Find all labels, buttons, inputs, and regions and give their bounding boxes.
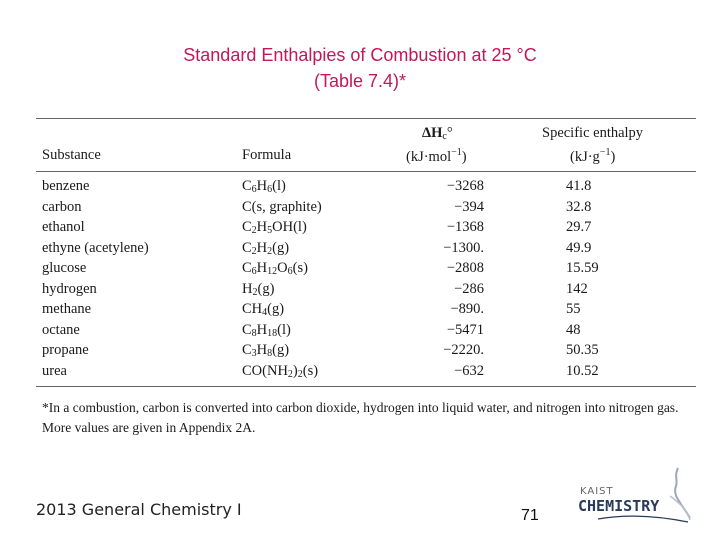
flask-swirl-icon [597,467,691,523]
header-specific-enthalpy: Specific enthalpy [542,125,644,141]
header-dh-symbol: ΔHc° [422,125,453,142]
cell-enthalpy-molar: −1300. [443,239,484,256]
cell-formula: CH4(g) [242,301,285,318]
table-header-rule [36,171,696,172]
table-top-rule [36,118,696,119]
table-footnote: *In a combustion, carbon is converted in… [42,400,679,435]
cell-formula: C(s, graphite) [242,198,322,215]
cell-substance: ethanol [42,219,85,235]
cell-substance: hydrogen [42,280,97,297]
kaist-chemistry-logo: KAIST CHEMISTRY [578,466,698,526]
logo-chemistry-text: CHEMISTRY [578,497,660,515]
slide-title: Standard Enthalpies of Combustion at 25 … [0,42,720,94]
page-number: 71 [521,507,539,524]
cell-formula: C6H6(l) [242,178,286,195]
cell-enthalpy-molar: −632 [454,362,484,379]
cell-enthalpy-molar: −2220. [443,342,484,358]
table-body: benzene C6H6(l) −3268 41.8 carbon C(s, graphi… [36,174,696,386]
cell-enthalpy-molar: −2808 [446,260,484,276]
table-row: carbon C(s, graphite) −394 32.8 [36,199,696,219]
cell-specific-enthalpy: 29.7 [566,219,592,235]
cell-specific-enthalpy: 50.35 [566,342,599,358]
table-row: urea CO(NH2)2(s) −632 10.52 [36,363,696,383]
table-row: methane CH4(g) −890. 55 [36,301,696,321]
enthalpy-table: Substance Formula ΔHc° (kJ·mol−1) Specif… [36,118,696,387]
logo-kaist-text: KAIST [580,486,614,497]
cell-enthalpy-molar: −3268 [446,178,484,194]
cell-substance: octane [42,321,80,338]
table-row: glucose C6H12O6(s) −2808 15.59 [36,260,696,280]
cell-formula: CO(NH2)2(s) [242,362,319,380]
cell-enthalpy-molar: −890. [450,301,484,317]
cell-substance: glucose [42,260,87,276]
table-row: ethanol C2H5OH(l) −1368 29.7 [36,219,696,239]
cell-specific-enthalpy: 48 [566,321,581,338]
table-row: octane C8H18(l) −5471 48 [36,322,696,342]
cell-enthalpy-molar: −1368 [446,219,484,235]
cell-formula: C6H12O6(s) [242,260,308,277]
cell-formula: C3H8(g) [242,342,290,359]
table-row: ethyne (acetylene) C2H2(g) −1300. 49.9 [36,240,696,260]
cell-substance: ethyne (acetylene) [42,239,149,256]
cell-formula: H2(g) [242,280,275,298]
table-header: Substance Formula ΔHc° (kJ·mol−1) Specif… [36,119,696,171]
cell-specific-enthalpy: 32.8 [566,198,592,215]
cell-specific-enthalpy: 49.9 [566,239,592,256]
cell-substance: urea [42,362,67,379]
header-se-unit: (kJ·g−1) [570,147,616,165]
slide-title-line1: Standard Enthalpies of Combustion at 25 … [183,45,537,65]
cell-substance: benzene [42,178,90,194]
cell-enthalpy-molar: −5471 [446,321,484,338]
table-bottom-rule [36,386,696,387]
table-row: benzene C6H6(l) −3268 41.8 [36,178,696,198]
cell-specific-enthalpy: 142 [566,280,588,297]
cell-specific-enthalpy: 55 [566,301,581,317]
table-row: propane C3H8(g) −2220. 50.35 [36,342,696,362]
cell-specific-enthalpy: 10.52 [566,362,599,379]
cell-enthalpy-molar: −394 [454,198,484,215]
cell-substance: propane [42,342,89,358]
header-substance: Substance [42,147,101,163]
table-row: hydrogen H2(g) −286 142 [36,281,696,301]
cell-substance: carbon [42,198,82,215]
cell-formula: C2H2(g) [242,239,290,257]
cell-specific-enthalpy: 15.59 [566,260,599,276]
cell-formula: C8H18(l) [242,321,291,339]
header-formula: Formula [242,147,292,163]
slide-title-line2: (Table 7.4)* [313,71,407,91]
header-dh-unit: (kJ·mol−1) [406,147,467,165]
cell-enthalpy-molar: −286 [454,280,484,297]
cell-specific-enthalpy: 41.8 [566,178,592,194]
cell-formula: C2H5OH(l) [242,219,307,236]
cell-substance: methane [42,301,92,317]
course-name: 2013 General Chemistry I [36,500,242,519]
